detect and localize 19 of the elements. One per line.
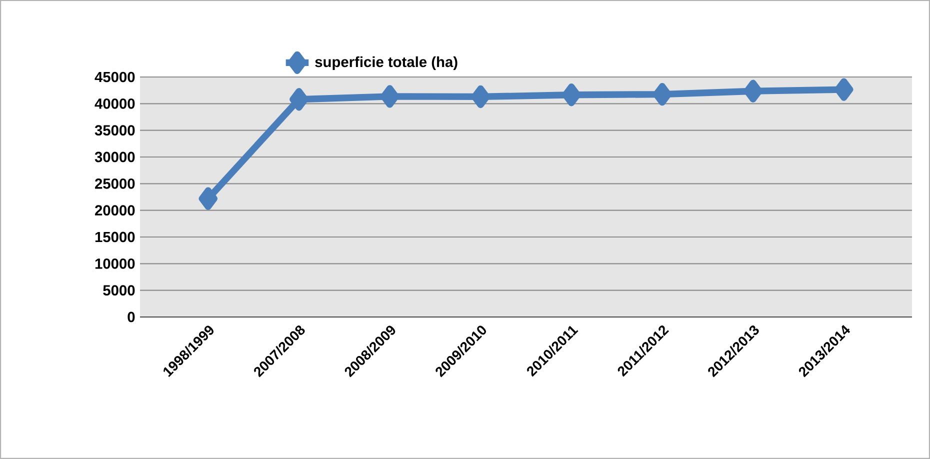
point [744, 80, 762, 102]
y-tick-label: 40000 [94, 98, 135, 109]
point [652, 82, 672, 106]
y-tick-label: 20000 [95, 205, 135, 216]
point [198, 187, 218, 210]
y-tick-label: 15000 [95, 232, 135, 242]
y-tick-label: 0 [128, 312, 135, 322]
y-tick-label: 35000 [94, 125, 135, 136]
y-tick-label: 10000 [95, 258, 135, 269]
point [290, 88, 308, 111]
y-tick-label: 45000 [94, 72, 135, 82]
point [562, 84, 581, 106]
y-tick-label: 30000 [94, 152, 135, 162]
y-tick-label: 5000 [103, 285, 135, 296]
point [471, 85, 490, 108]
point [380, 85, 400, 108]
point [834, 78, 854, 101]
legend-label: superficie totale (ha) [315, 56, 458, 70]
y-tick-label: 25000 [95, 178, 135, 189]
